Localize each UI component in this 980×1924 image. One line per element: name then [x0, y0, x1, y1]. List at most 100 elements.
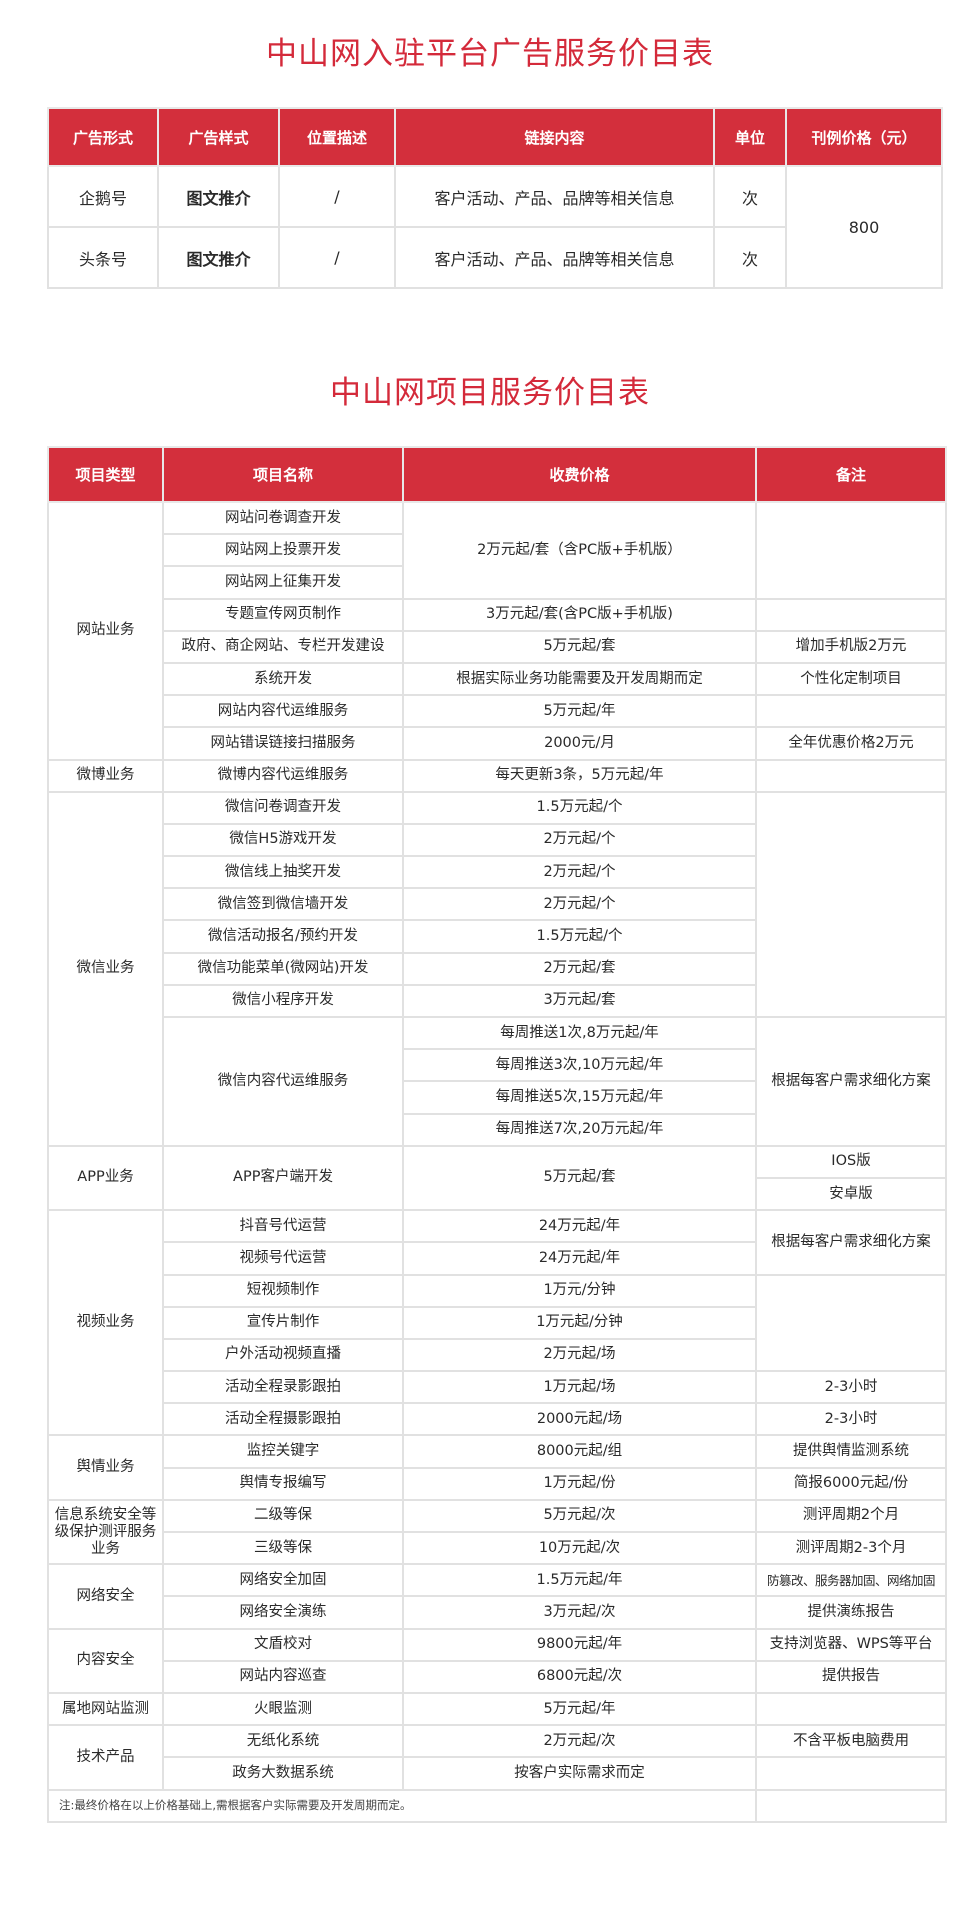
cell-project-name: 二级等保 [162, 1498, 404, 1534]
table-row: 微信签到微信墙开发 2万元起/个 [48, 887, 946, 922]
cell-fee: 2000元/月 [402, 726, 757, 761]
cell-fee: 1万元起/分钟 [402, 1305, 757, 1340]
header-project-name: 项目名称 [162, 446, 404, 503]
table-row: 政府、商企网站、专栏开发建设 5万元起/套 增加手机版2万元 [48, 629, 947, 664]
table-row: 微信业务 微信问卷调查开发 1.5万元起/个 [47, 790, 947, 1147]
cell-remark: 提供舆情监测系统 [755, 1434, 947, 1469]
cell-project-name: 微信问卷调查开发 [162, 790, 404, 825]
cell-fee: 2万元起/个 [402, 855, 757, 890]
cell-fee: 每周推送3次,10万元起/年 [402, 1048, 757, 1083]
cell-fee: 2万元起/场 [402, 1337, 757, 1373]
cell-fee: 3万元起/套 [402, 983, 757, 1019]
cell-project-type: 舆情业务 [47, 1434, 164, 1501]
ad-style: 图文推介 [157, 165, 280, 228]
cell-fee: 2万元起/套（含PC版+手机版） [402, 501, 757, 600]
cell-remark: 全年优惠价格2万元 [755, 726, 947, 761]
footnote-empty-cell [755, 1788, 947, 1823]
table-row: 微信H5游戏开发 2万元起/个 [48, 822, 946, 858]
cell-remark: 增加手机版2万元 [755, 629, 947, 664]
table-row: 每周推送7次,20万元起/年 [48, 1112, 946, 1147]
cell-fee: 5万元起/套 [402, 629, 757, 664]
ad-unit: 次 [713, 165, 787, 228]
table-row: 网站网上投票开发 [48, 533, 946, 568]
header-link-content: 链接内容 [394, 107, 715, 167]
table-row: 舆情业务 监控关键字 8000元起/组 提供舆情监测系统 [47, 1434, 947, 1501]
table-row: 三级等保 10万元起/次 测评周期2-3个月 [48, 1530, 947, 1566]
cell-project-name: 宣传片制作 [162, 1305, 404, 1340]
cell-project-type: APP业务 [47, 1144, 164, 1212]
table-row: 内容安全 文盾校对 9800元起/年 支持浏览器、WPS等平台 [47, 1627, 947, 1694]
cell-remark [755, 1756, 947, 1791]
cell-project-type: 技术产品 [47, 1724, 164, 1791]
header-ad-form: 广告形式 [47, 107, 159, 167]
cell-fee: 按客户实际需求而定 [402, 1756, 757, 1791]
cell-project-name: 活动全程录影跟拍 [162, 1370, 404, 1405]
cell-project-name: 专题宣传网页制作 [162, 597, 404, 632]
cell-remark [755, 694, 947, 729]
cell-project-type: 微信业务 [47, 790, 164, 1147]
table-row: 宣传片制作 1万元起/分钟 [48, 1305, 946, 1340]
ad-unit: 次 [713, 226, 787, 289]
cell-fee: 3万元起/次 [402, 1595, 757, 1630]
cell-project-name: 视频号代运营 [162, 1241, 404, 1276]
header-unit: 单位 [713, 107, 787, 167]
table-row: 网站业务 网站问卷调查开发 2万元起/套（含PC版+手机版） [47, 500, 947, 761]
cell-project-name: 火眼监测 [162, 1691, 404, 1727]
table-row: 活动全程摄影跟拍 2000元起/场 2-3小时 [48, 1402, 947, 1437]
ad-price-table: 广告形式 广告样式 位置描述 链接内容 单位 刊例价格（元） 企鹅号 图文推介 … [47, 107, 943, 289]
table-row: 网站网上征集开发 [48, 565, 946, 600]
cell-remark: 提供演练报告 [755, 1595, 947, 1630]
cell-project-name: APP客户端开发 [162, 1144, 404, 1212]
table-row: 网站内容巡查 6800元起/次 提供报告 [48, 1659, 947, 1694]
ad-price-table-title: 中山网入驻平台广告服务价目表 [266, 36, 714, 72]
cell-fee: 5万元起/次 [402, 1498, 757, 1534]
cell-remark: 支持浏览器、WPS等平台 [755, 1627, 947, 1662]
table-row: 安卓版 [48, 1176, 947, 1212]
cell-project-name: 网站错误链接扫描服务 [162, 726, 404, 761]
cell-fee: 5万元起/年 [402, 1691, 757, 1727]
cell-fee: 2000元起/场 [402, 1402, 757, 1437]
cell-project-name: 网站网上投票开发 [162, 533, 404, 568]
header-project-type: 项目类型 [47, 446, 164, 503]
ad-position: / [278, 165, 396, 228]
cell-project-name: 舆情专报编写 [162, 1466, 404, 1501]
cell-remark: 2-3小时 [755, 1370, 947, 1405]
header-ad-style: 广告样式 [157, 107, 280, 167]
table-row: 微信内容代运维服务 每周推送1次,8万元起/年 根据每客户需求细化方案 [48, 1015, 947, 1147]
cell-remark: 个性化定制项目 [755, 661, 947, 697]
header-fee: 收费价格 [402, 446, 757, 503]
table-row: APP业务 APP客户端开发 5万元起/套 IOS版 [47, 1144, 947, 1212]
header-position: 位置描述 [278, 107, 396, 167]
cell-fee: 1万元起/份 [402, 1466, 757, 1501]
cell-project-name: 微博内容代运维服务 [162, 758, 404, 793]
cell-project-name: 网站网上征集开发 [162, 565, 404, 600]
cell-project-name: 网络安全加固 [162, 1563, 404, 1598]
ad-form: 头条号 [47, 226, 159, 289]
cell-remark: 防篡改、服务器加固、网络加固 [755, 1563, 947, 1598]
cell-fee: 1.5万元起/年 [402, 1563, 757, 1598]
cell-project-name: 微信H5游戏开发 [162, 822, 404, 858]
cell-project-type: 内容安全 [47, 1627, 164, 1694]
table-row: 网络安全 网络安全加固 1.5万元起/年 防篡改、服务器加固、网络加固 [47, 1563, 947, 1630]
cell-fee: 每周推送1次,8万元起/年 [402, 1015, 757, 1051]
cell-fee: 每周推送5次,15万元起/年 [402, 1080, 757, 1115]
cell-remark [755, 790, 947, 1019]
table-row: 微信线上抽奖开发 2万元起/个 [48, 855, 946, 890]
cell-project-type: 微博业务 [47, 758, 164, 793]
cell-fee: 每周推送7次,20万元起/年 [402, 1112, 757, 1147]
footnote: 注:最终价格在以上价格基础上,需根据客户实际需要及开发周期而定。 [47, 1788, 757, 1823]
cell-remark [755, 758, 947, 793]
cell-fee: 5万元起/年 [402, 694, 757, 729]
cell-project-type: 网络安全 [47, 1563, 164, 1630]
table-row: 专题宣传网页制作 3万元起/套(含PC版+手机版) [48, 597, 947, 632]
cell-remark [755, 597, 947, 632]
cell-fee: 根据实际业务功能需要及开发周期而定 [402, 661, 757, 697]
cell-remark: 提供报告 [755, 1659, 947, 1694]
cell-project-name: 无纸化系统 [162, 1724, 404, 1759]
ad-price: 800 [785, 165, 943, 289]
cell-fee: 9800元起/年 [402, 1627, 757, 1662]
ad-table-header-row: 广告形式 广告样式 位置描述 链接内容 单位 刊例价格（元） [47, 107, 943, 167]
cell-project-name: 网络安全演练 [162, 1595, 404, 1630]
cell-project-name: 抖音号代运营 [162, 1209, 404, 1244]
table-row: 头条号 图文推介 / 客户活动、产品、品牌等相关信息 次 [47, 226, 942, 289]
